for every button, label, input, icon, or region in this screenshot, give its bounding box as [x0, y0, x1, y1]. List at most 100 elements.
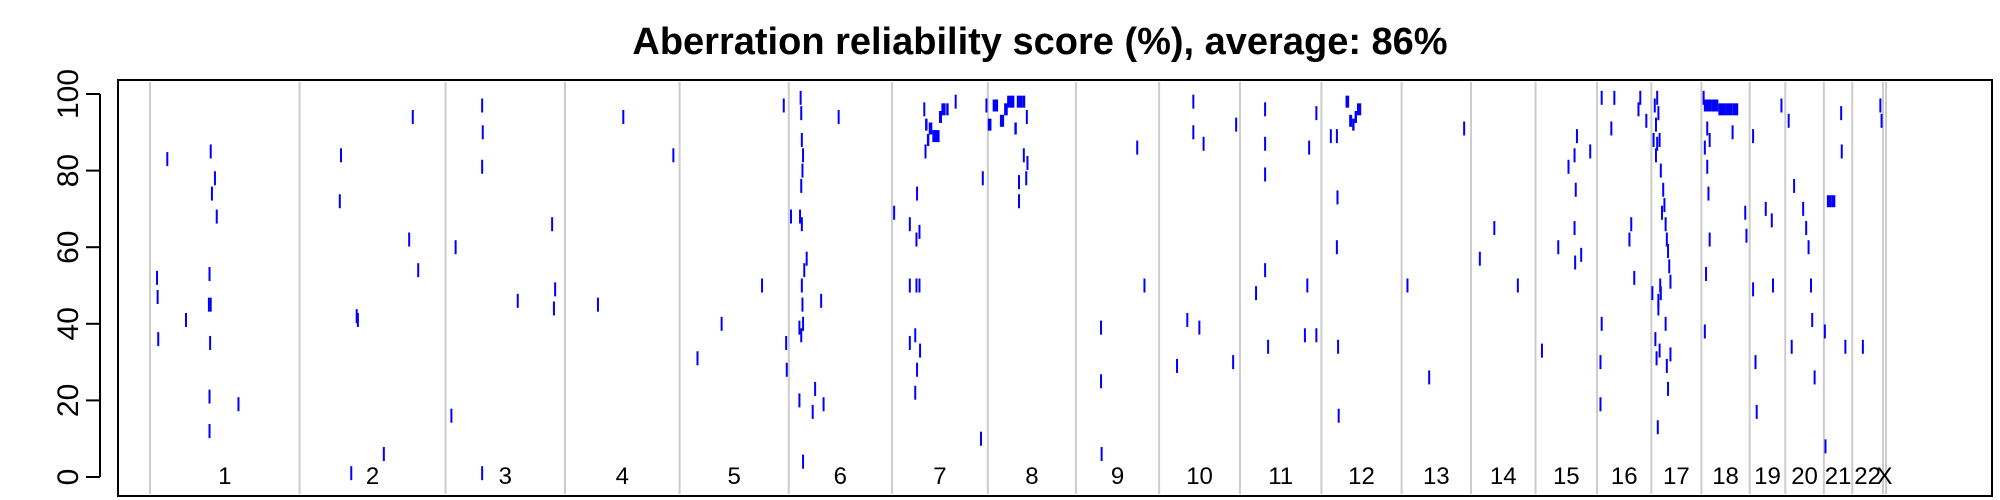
segment-mark [1516, 278, 1519, 293]
segment-mark [1703, 99, 1712, 112]
segment-mark [1702, 90, 1705, 105]
segment-mark [946, 103, 949, 116]
segment-mark [1186, 312, 1189, 327]
y-tick-label: 40 [52, 307, 85, 340]
segment-mark [1011, 95, 1015, 108]
segment-mark [1463, 121, 1466, 136]
segment-mark [1879, 98, 1882, 113]
segment-mark [1770, 213, 1773, 228]
segment-mark [1651, 286, 1654, 301]
segment-mark [355, 309, 358, 324]
segment-mark [213, 171, 216, 186]
segment-mark [992, 99, 999, 112]
segment-mark [1652, 132, 1655, 147]
segment-mark [800, 132, 803, 147]
segment-mark [1805, 221, 1808, 236]
segment-mark [1232, 355, 1235, 370]
segment-mark [1610, 121, 1613, 136]
segment-mark [1026, 155, 1029, 170]
segment-mark [1840, 144, 1843, 159]
segment-mark [918, 278, 921, 293]
segment-mark [1100, 447, 1103, 462]
segment-mark [408, 232, 411, 247]
segment-mark [999, 114, 1005, 127]
segment-mark [799, 90, 802, 105]
segment-mark [801, 163, 804, 178]
segment-mark [1664, 316, 1667, 331]
segment-mark [805, 251, 808, 266]
segment-mark [1771, 278, 1774, 293]
chromosome-label: 15 [1553, 463, 1580, 490]
segment-mark [1315, 328, 1318, 343]
segment-mark [1754, 355, 1757, 370]
segment-mark [1656, 136, 1659, 151]
plot-frame [117, 79, 1993, 497]
segment-mark [1580, 247, 1583, 262]
segment-mark [1639, 90, 1642, 105]
segment-mark [1235, 117, 1238, 132]
segment-mark [800, 178, 803, 193]
segment-mark [1787, 113, 1790, 128]
y-tick-label: 100 [52, 69, 85, 119]
segment-mark [1557, 240, 1560, 255]
segment-mark [1192, 125, 1195, 140]
chromosome-label: 4 [616, 463, 629, 490]
segment-mark [1656, 90, 1659, 105]
segment-mark [1790, 339, 1793, 354]
segment-mark [1198, 320, 1201, 335]
segment-mark [1264, 263, 1267, 278]
segment-mark [798, 320, 801, 335]
segment-mark [1706, 159, 1709, 174]
segment-mark [1493, 221, 1496, 236]
segment-mark [1780, 98, 1783, 113]
segment-mark [800, 278, 803, 293]
segment-mark [1669, 347, 1672, 362]
segment-mark [1303, 328, 1306, 343]
segment-mark [1100, 374, 1103, 389]
segment-mark [908, 278, 911, 293]
segment-mark [1573, 221, 1576, 236]
segment-mark [1654, 117, 1657, 132]
segment-mark [908, 335, 911, 350]
y-tick-label: 0 [52, 469, 85, 486]
chromosome-label: 3 [499, 463, 512, 490]
segment-mark [596, 297, 599, 312]
segment-mark [1823, 324, 1826, 339]
segment-mark [837, 109, 840, 124]
segment-mark [1335, 129, 1338, 144]
segment-mark [215, 209, 218, 224]
segment-mark [1659, 286, 1662, 301]
segment-mark [481, 159, 484, 174]
segment-mark [1022, 148, 1025, 163]
chromosome-label: 12 [1348, 463, 1375, 490]
segment-mark [207, 297, 210, 312]
segment-mark [799, 209, 802, 224]
segment-mark [210, 186, 213, 201]
segment-mark [1708, 232, 1711, 247]
segment-mark [1731, 125, 1734, 140]
segment-mark [923, 102, 926, 117]
segment-mark [1202, 136, 1205, 151]
segment-mark [782, 98, 785, 113]
segment-mark [1653, 98, 1656, 113]
segment-mark [1025, 109, 1028, 124]
segment-mark [1764, 201, 1767, 216]
segment-mark [1706, 121, 1709, 136]
segment-mark [1861, 339, 1864, 354]
segment-mark [1663, 198, 1666, 213]
segment-mark [340, 148, 343, 163]
segment-mark [1018, 175, 1020, 190]
segment-mark [1540, 343, 1543, 358]
segment-mark [1192, 94, 1195, 109]
segment-mark [1645, 113, 1648, 128]
segment-mark [1345, 95, 1350, 108]
segment-mark [1613, 90, 1616, 105]
segment-mark [481, 466, 484, 481]
segment-mark [1018, 194, 1020, 209]
segment-mark [785, 362, 788, 377]
chromosome-label: 22 [1854, 463, 1881, 490]
segment-mark [1264, 102, 1267, 117]
segment-mark [1755, 404, 1758, 419]
segment-mark [1708, 132, 1711, 147]
